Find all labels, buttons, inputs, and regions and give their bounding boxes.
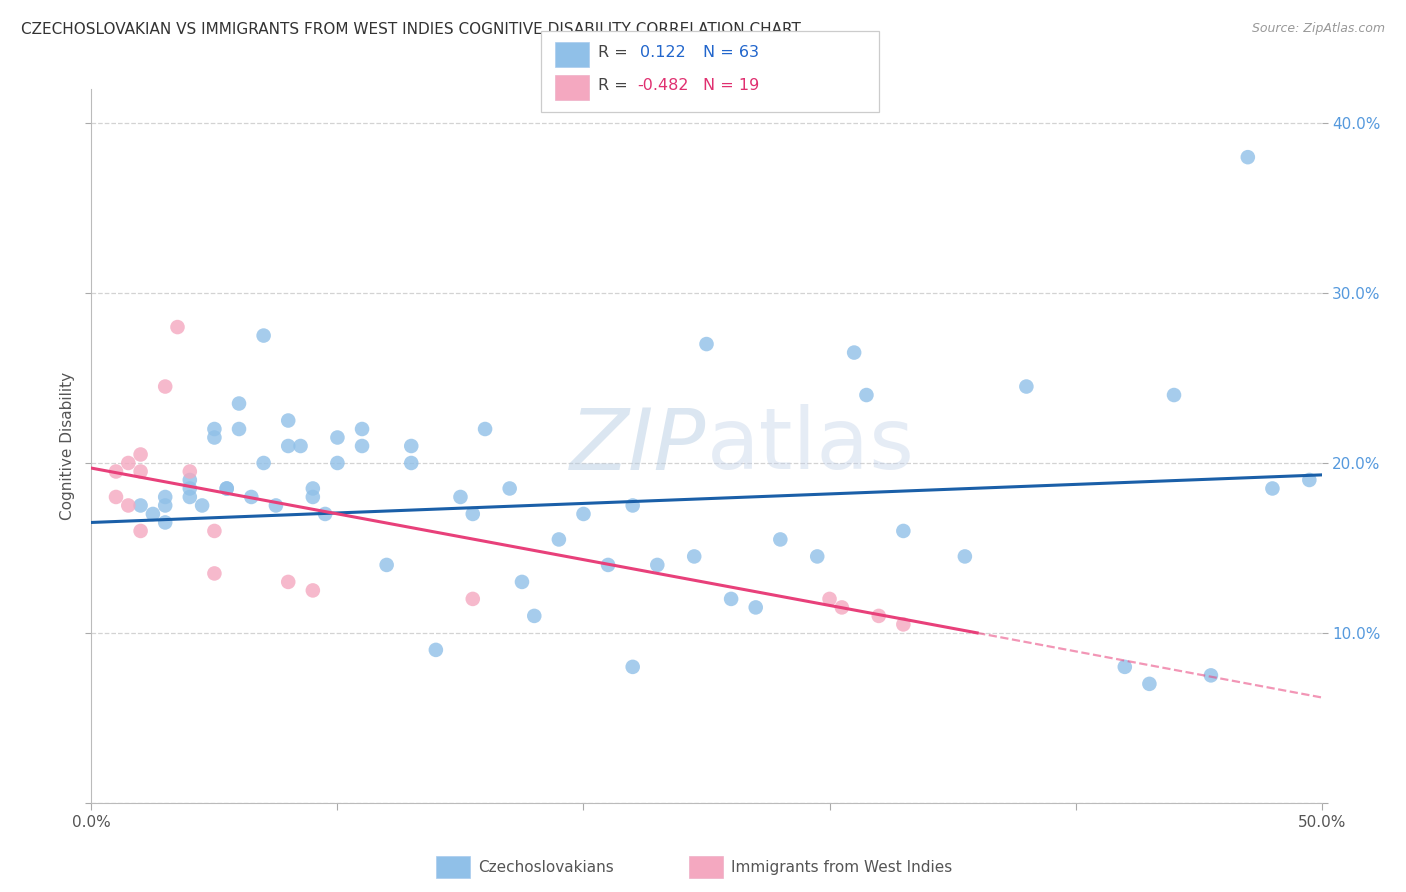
Point xyxy=(745,600,768,615)
Point xyxy=(645,558,669,572)
Point xyxy=(179,473,201,487)
Point xyxy=(277,413,299,427)
Y-axis label: Cognitive Disability: Cognitive Disability xyxy=(59,372,75,520)
Point xyxy=(1163,388,1185,402)
Point xyxy=(202,566,225,581)
Point xyxy=(290,439,312,453)
Text: N = 19: N = 19 xyxy=(703,78,759,93)
Point xyxy=(129,465,152,479)
Point xyxy=(695,337,717,351)
Point xyxy=(1199,668,1222,682)
Point xyxy=(720,591,742,606)
Point xyxy=(326,430,349,444)
Point xyxy=(166,320,188,334)
Point xyxy=(1237,150,1260,164)
Point xyxy=(301,482,323,496)
Point xyxy=(117,456,139,470)
Text: R =: R = xyxy=(598,78,627,93)
Point xyxy=(117,499,139,513)
Point xyxy=(352,422,374,436)
Point xyxy=(352,439,374,453)
Point xyxy=(153,490,177,504)
Point xyxy=(461,591,484,606)
Point xyxy=(153,499,177,513)
Point xyxy=(1139,677,1161,691)
Point xyxy=(375,558,398,572)
Point xyxy=(179,490,201,504)
Point xyxy=(498,482,520,496)
Point xyxy=(105,465,127,479)
Point xyxy=(264,499,287,513)
Point xyxy=(179,482,201,496)
Point xyxy=(277,574,299,589)
Point xyxy=(129,448,152,462)
Point xyxy=(461,507,484,521)
Point xyxy=(129,499,152,513)
Point xyxy=(596,558,619,572)
Point xyxy=(253,328,276,343)
Point xyxy=(215,482,238,496)
Text: Czechoslovakians: Czechoslovakians xyxy=(478,860,614,874)
Point xyxy=(129,524,152,538)
Point xyxy=(105,490,127,504)
Text: R =: R = xyxy=(598,45,627,60)
Point xyxy=(510,574,533,589)
Point xyxy=(621,660,644,674)
Point xyxy=(228,396,250,410)
Point xyxy=(399,439,422,453)
Point xyxy=(683,549,706,564)
Point xyxy=(1261,482,1284,496)
Point xyxy=(301,490,323,504)
Point xyxy=(202,524,225,538)
Point xyxy=(1015,379,1038,393)
Point xyxy=(326,456,349,470)
Point xyxy=(818,591,841,606)
Text: atlas: atlas xyxy=(706,404,914,488)
Text: -0.482: -0.482 xyxy=(637,78,689,93)
Point xyxy=(142,507,165,521)
Point xyxy=(621,499,644,513)
Point xyxy=(399,456,422,470)
Point xyxy=(153,379,177,393)
Text: ZIP: ZIP xyxy=(571,404,706,488)
Text: N = 63: N = 63 xyxy=(703,45,759,60)
Text: Immigrants from West Indies: Immigrants from West Indies xyxy=(731,860,952,874)
Point xyxy=(855,388,877,402)
Point xyxy=(1114,660,1136,674)
Point xyxy=(831,600,853,615)
Text: CZECHOSLOVAKIAN VS IMMIGRANTS FROM WEST INDIES COGNITIVE DISABILITY CORRELATION : CZECHOSLOVAKIAN VS IMMIGRANTS FROM WEST … xyxy=(21,22,801,37)
Text: 0.122: 0.122 xyxy=(640,45,686,60)
Point xyxy=(449,490,471,504)
Point xyxy=(202,422,225,436)
Point xyxy=(891,524,914,538)
Point xyxy=(572,507,595,521)
Point xyxy=(277,439,299,453)
Point xyxy=(842,345,865,359)
Point xyxy=(253,456,276,470)
Point xyxy=(240,490,263,504)
Point xyxy=(891,617,914,632)
Point xyxy=(547,533,569,547)
Point xyxy=(868,608,890,623)
Point xyxy=(769,533,792,547)
Point xyxy=(228,422,250,436)
Point xyxy=(806,549,828,564)
Point xyxy=(523,608,546,623)
Point xyxy=(314,507,336,521)
Point xyxy=(191,499,214,513)
Point xyxy=(953,549,976,564)
Point xyxy=(202,430,225,444)
Point xyxy=(215,482,238,496)
Point xyxy=(301,583,323,598)
Point xyxy=(425,643,447,657)
Text: Source: ZipAtlas.com: Source: ZipAtlas.com xyxy=(1251,22,1385,36)
Point xyxy=(474,422,496,436)
Point xyxy=(179,465,201,479)
Point xyxy=(153,516,177,530)
Point xyxy=(1298,473,1320,487)
